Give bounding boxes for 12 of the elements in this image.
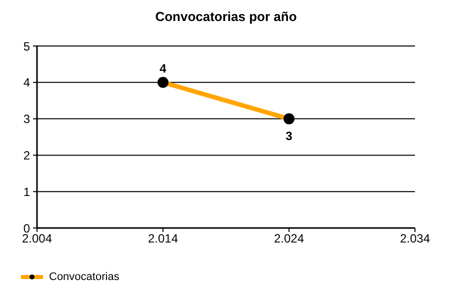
y-tick-label: 5 bbox=[23, 39, 30, 54]
legend-label: Convocatorias bbox=[49, 270, 120, 284]
y-tick-label: 2 bbox=[23, 148, 30, 162]
y-tick-label: 3 bbox=[23, 112, 30, 126]
y-tick-label: 4 bbox=[23, 76, 30, 90]
x-tick-label: 2.024 bbox=[274, 232, 304, 246]
data-label: 3 bbox=[286, 128, 293, 143]
x-tick-label: 2.014 bbox=[148, 232, 178, 246]
chart-title: Convocatorias por año bbox=[154, 9, 298, 25]
x-tick-label: 2.034 bbox=[400, 232, 430, 246]
data-label: 4 bbox=[160, 61, 167, 76]
y-tick-label: 1 bbox=[23, 184, 30, 199]
